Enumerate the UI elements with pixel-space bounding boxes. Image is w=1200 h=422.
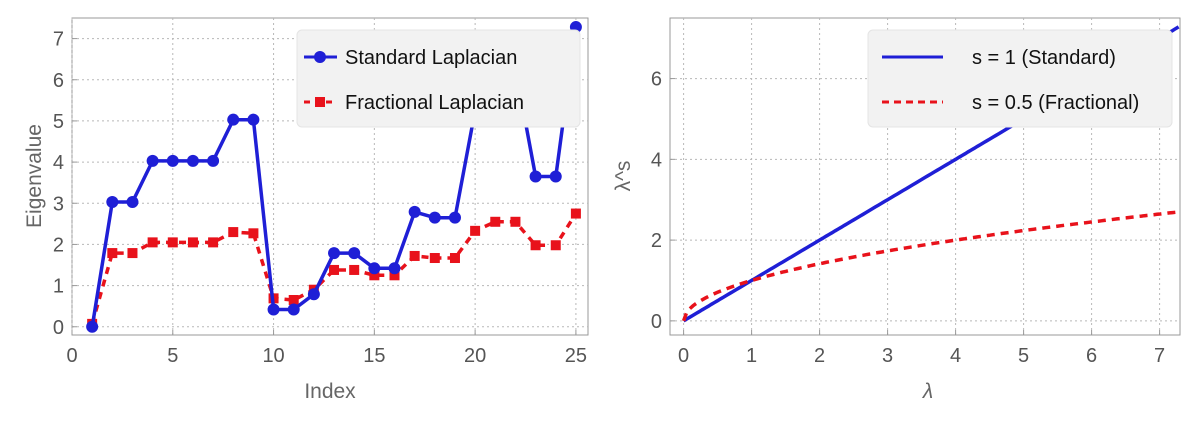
legend-standard-label: Standard Laplacian [345, 47, 517, 69]
standard-laplacian-point [408, 205, 421, 218]
standard-laplacian-point [529, 170, 542, 183]
fractional-laplacian-point [570, 208, 581, 219]
left-x-tick-label: 5 [167, 345, 178, 367]
right-y-tick-label: 0 [651, 311, 662, 333]
standard-laplacian-point [368, 262, 381, 275]
right-x-tick-label: 0 [678, 345, 689, 367]
fractional-laplacian-point [530, 240, 541, 251]
power-function-panel: 0 1 2 3 4 5 6 7 0 2 4 6 λ λ^s s = 1 (Standard) s =… [612, 17, 1181, 403]
standard-laplacian-point [146, 154, 159, 167]
standard-laplacian-point [166, 154, 179, 167]
s05-fractional-curve [681, 210, 1179, 322]
right-y-tick-label: 4 [651, 149, 662, 171]
fractional-laplacian-point [127, 248, 138, 259]
standard-laplacian-point [448, 211, 461, 224]
left-y-tick-label: 3 [53, 193, 64, 215]
right-y-axis-label: λ^s [612, 161, 635, 192]
left-x-tick-label: 25 [565, 345, 587, 367]
left-y-tick-label: 2 [53, 234, 64, 256]
right-legend-box [867, 29, 1173, 128]
left-y-axis-label: Eigenvalue [23, 124, 46, 228]
standard-laplacian-point [388, 262, 401, 275]
right-x-tick-label: 6 [1086, 345, 1097, 367]
left-legend-box [296, 29, 581, 128]
right-legend: s = 1 (Standard) s = 0.5 (Fractional) [867, 29, 1173, 128]
fractional-laplacian-point [208, 237, 219, 248]
legend-s05-label: s = 0.5 (Fractional) [972, 92, 1139, 114]
fractional-laplacian-point [167, 237, 178, 248]
fractional-laplacian-point [329, 264, 340, 275]
eigenvalue-panel: 0 5 10 15 20 25 0 1 2 3 4 5 6 7 Index Eigenvalue Sta… [23, 17, 589, 403]
standard-laplacian-point [207, 154, 220, 167]
legend-s1-label: s = 1 (Standard) [972, 47, 1116, 69]
fractional-laplacian-point [449, 253, 460, 264]
fractional-laplacian-point [510, 216, 521, 227]
right-x-tick-label: 4 [950, 345, 961, 367]
left-plot-frame [71, 17, 589, 336]
fractional-laplacian-point [470, 225, 481, 236]
right-x-tick-label: 1 [746, 345, 757, 367]
fractional-laplacian-point [389, 270, 400, 281]
left-x-tick-label: 0 [66, 345, 77, 367]
fractional-laplacian-point [228, 227, 239, 238]
left-x-axis-label: Index [304, 380, 356, 403]
fractional-laplacian-point [248, 228, 259, 239]
standard-laplacian-point [428, 211, 441, 224]
left-y-tick-label: 1 [53, 276, 64, 298]
left-y-axis-ticks: 0 1 2 3 4 5 6 7 [53, 29, 77, 339]
right-plot-frame [669, 17, 1181, 336]
standard-laplacian-point [247, 113, 260, 126]
right-x-tick-label: 3 [882, 345, 893, 367]
standard-laplacian-point [227, 113, 240, 126]
standard-laplacian-point [106, 196, 119, 209]
standard-laplacian-point [549, 170, 562, 183]
standard-laplacian-point [186, 154, 199, 167]
left-x-axis-ticks: 0 5 10 15 20 25 [66, 330, 587, 367]
standard-laplacian-point [287, 303, 300, 316]
fractional-laplacian-point [490, 216, 501, 227]
right-y-tick-label: 6 [651, 69, 662, 91]
standard-laplacian-point [86, 320, 99, 333]
left-y-tick-label: 7 [53, 29, 64, 51]
fractional-laplacian-point [107, 248, 118, 259]
fractional-laplacian-point [147, 237, 158, 248]
left-x-tick-label: 15 [363, 345, 385, 367]
left-y-tick-label: 5 [53, 111, 64, 133]
right-y-tick-label: 2 [651, 230, 662, 252]
left-y-tick-label: 6 [53, 70, 64, 92]
right-x-tick-label: 7 [1154, 345, 1165, 367]
right-x-tick-label: 2 [814, 345, 825, 367]
standard-laplacian-point [267, 303, 280, 316]
standard-laplacian-point [307, 288, 320, 301]
fractional-laplacian-point [187, 237, 198, 248]
left-x-tick-label: 20 [464, 345, 486, 367]
right-x-axis-label: λ [922, 380, 933, 403]
right-y-axis-ticks: 0 2 4 6 [651, 69, 675, 333]
left-y-tick-label: 4 [53, 152, 64, 174]
left-y-tick-label: 0 [53, 317, 64, 339]
fractional-laplacian-point [409, 250, 420, 261]
right-x-tick-label: 5 [1018, 345, 1029, 367]
left-x-tick-label: 10 [262, 345, 284, 367]
legend-fractional-marker [315, 97, 325, 107]
standard-laplacian-point [348, 247, 361, 260]
right-x-axis-ticks: 0 1 2 3 4 5 6 7 [678, 330, 1165, 367]
fractional-laplacian-point [429, 253, 440, 264]
legend-fractional-label: Fractional Laplacian [345, 92, 524, 114]
fractional-laplacian-point [349, 264, 360, 275]
left-legend: Standard Laplacian Fractional Laplacian [296, 29, 581, 128]
standard-laplacian-point [328, 247, 341, 260]
fractional-laplacian-point [288, 295, 299, 306]
fractional-laplacian-point [369, 270, 380, 281]
legend-standard-marker [314, 51, 326, 63]
standard-laplacian-point [126, 196, 139, 209]
fractional-laplacian-point [550, 240, 561, 251]
